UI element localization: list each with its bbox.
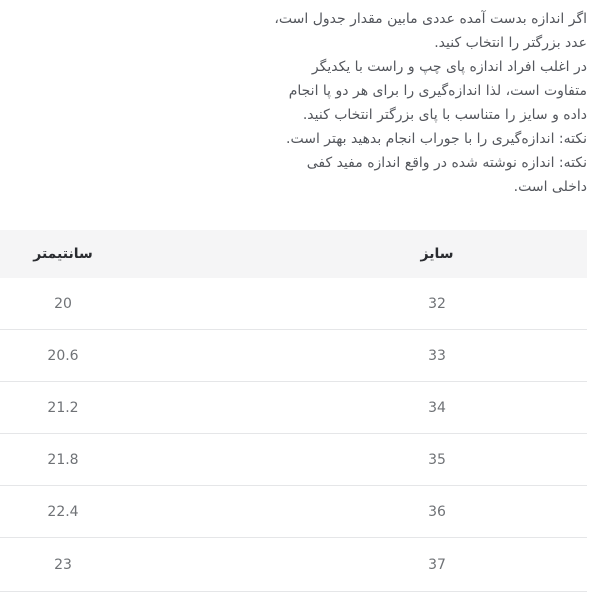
cm-cell: 21.8 <box>47 451 79 468</box>
instruction-line: داده و سایز را متناسب با پای بزرگتر انتخ… <box>302 107 587 123</box>
table-row: 34 21.2 <box>0 382 587 434</box>
cm-cell: 21.2 <box>47 399 79 416</box>
instruction-line: عدد بزرگتر را انتخاب کنید. <box>434 35 587 51</box>
cm-cell: 20 <box>54 295 72 312</box>
cm-column-header: سانتیمتر <box>33 246 93 262</box>
size-cell: 35 <box>428 451 446 468</box>
size-cell: 37 <box>428 556 446 573</box>
size-cell: 36 <box>428 503 446 520</box>
cm-cell: 20.6 <box>47 347 79 364</box>
instruction-line: نکته: اندازه‌گیری را با جوراب انجام بدهی… <box>286 131 587 147</box>
measurement-instructions: اگر اندازه بدست آمده عددی مابین مقدار جد… <box>242 7 587 199</box>
instruction-line: در اغلب افراد اندازه پای چپ و راست با یک… <box>311 59 587 75</box>
size-cell: 33 <box>428 347 446 364</box>
instruction-line: اگر اندازه بدست آمده عددی مابین مقدار جد… <box>274 11 587 27</box>
cm-cell: 23 <box>54 556 72 573</box>
instruction-line: متفاوت است، لذا اندازه‌گیری را برای هر د… <box>288 83 587 99</box>
table-header-row: سایز سانتیمتر <box>0 230 587 278</box>
size-column-header: سایز <box>420 246 454 262</box>
size-cell: 32 <box>428 295 446 312</box>
cm-cell: 22.4 <box>47 503 79 520</box>
instruction-line: نکته: اندازه نوشته شده در واقع اندازه مف… <box>306 155 587 171</box>
table-row: 33 20.6 <box>0 330 587 382</box>
table-row: 36 22.4 <box>0 486 587 538</box>
table-row: 37 23 <box>0 538 587 592</box>
size-cell: 34 <box>428 399 446 416</box>
size-table: سایز سانتیمتر 32 20 33 20.6 34 21.2 35 2… <box>0 230 587 592</box>
table-row: 32 20 <box>0 278 587 330</box>
instruction-line: داخلی است. <box>513 179 587 195</box>
table-row: 35 21.8 <box>0 434 587 486</box>
